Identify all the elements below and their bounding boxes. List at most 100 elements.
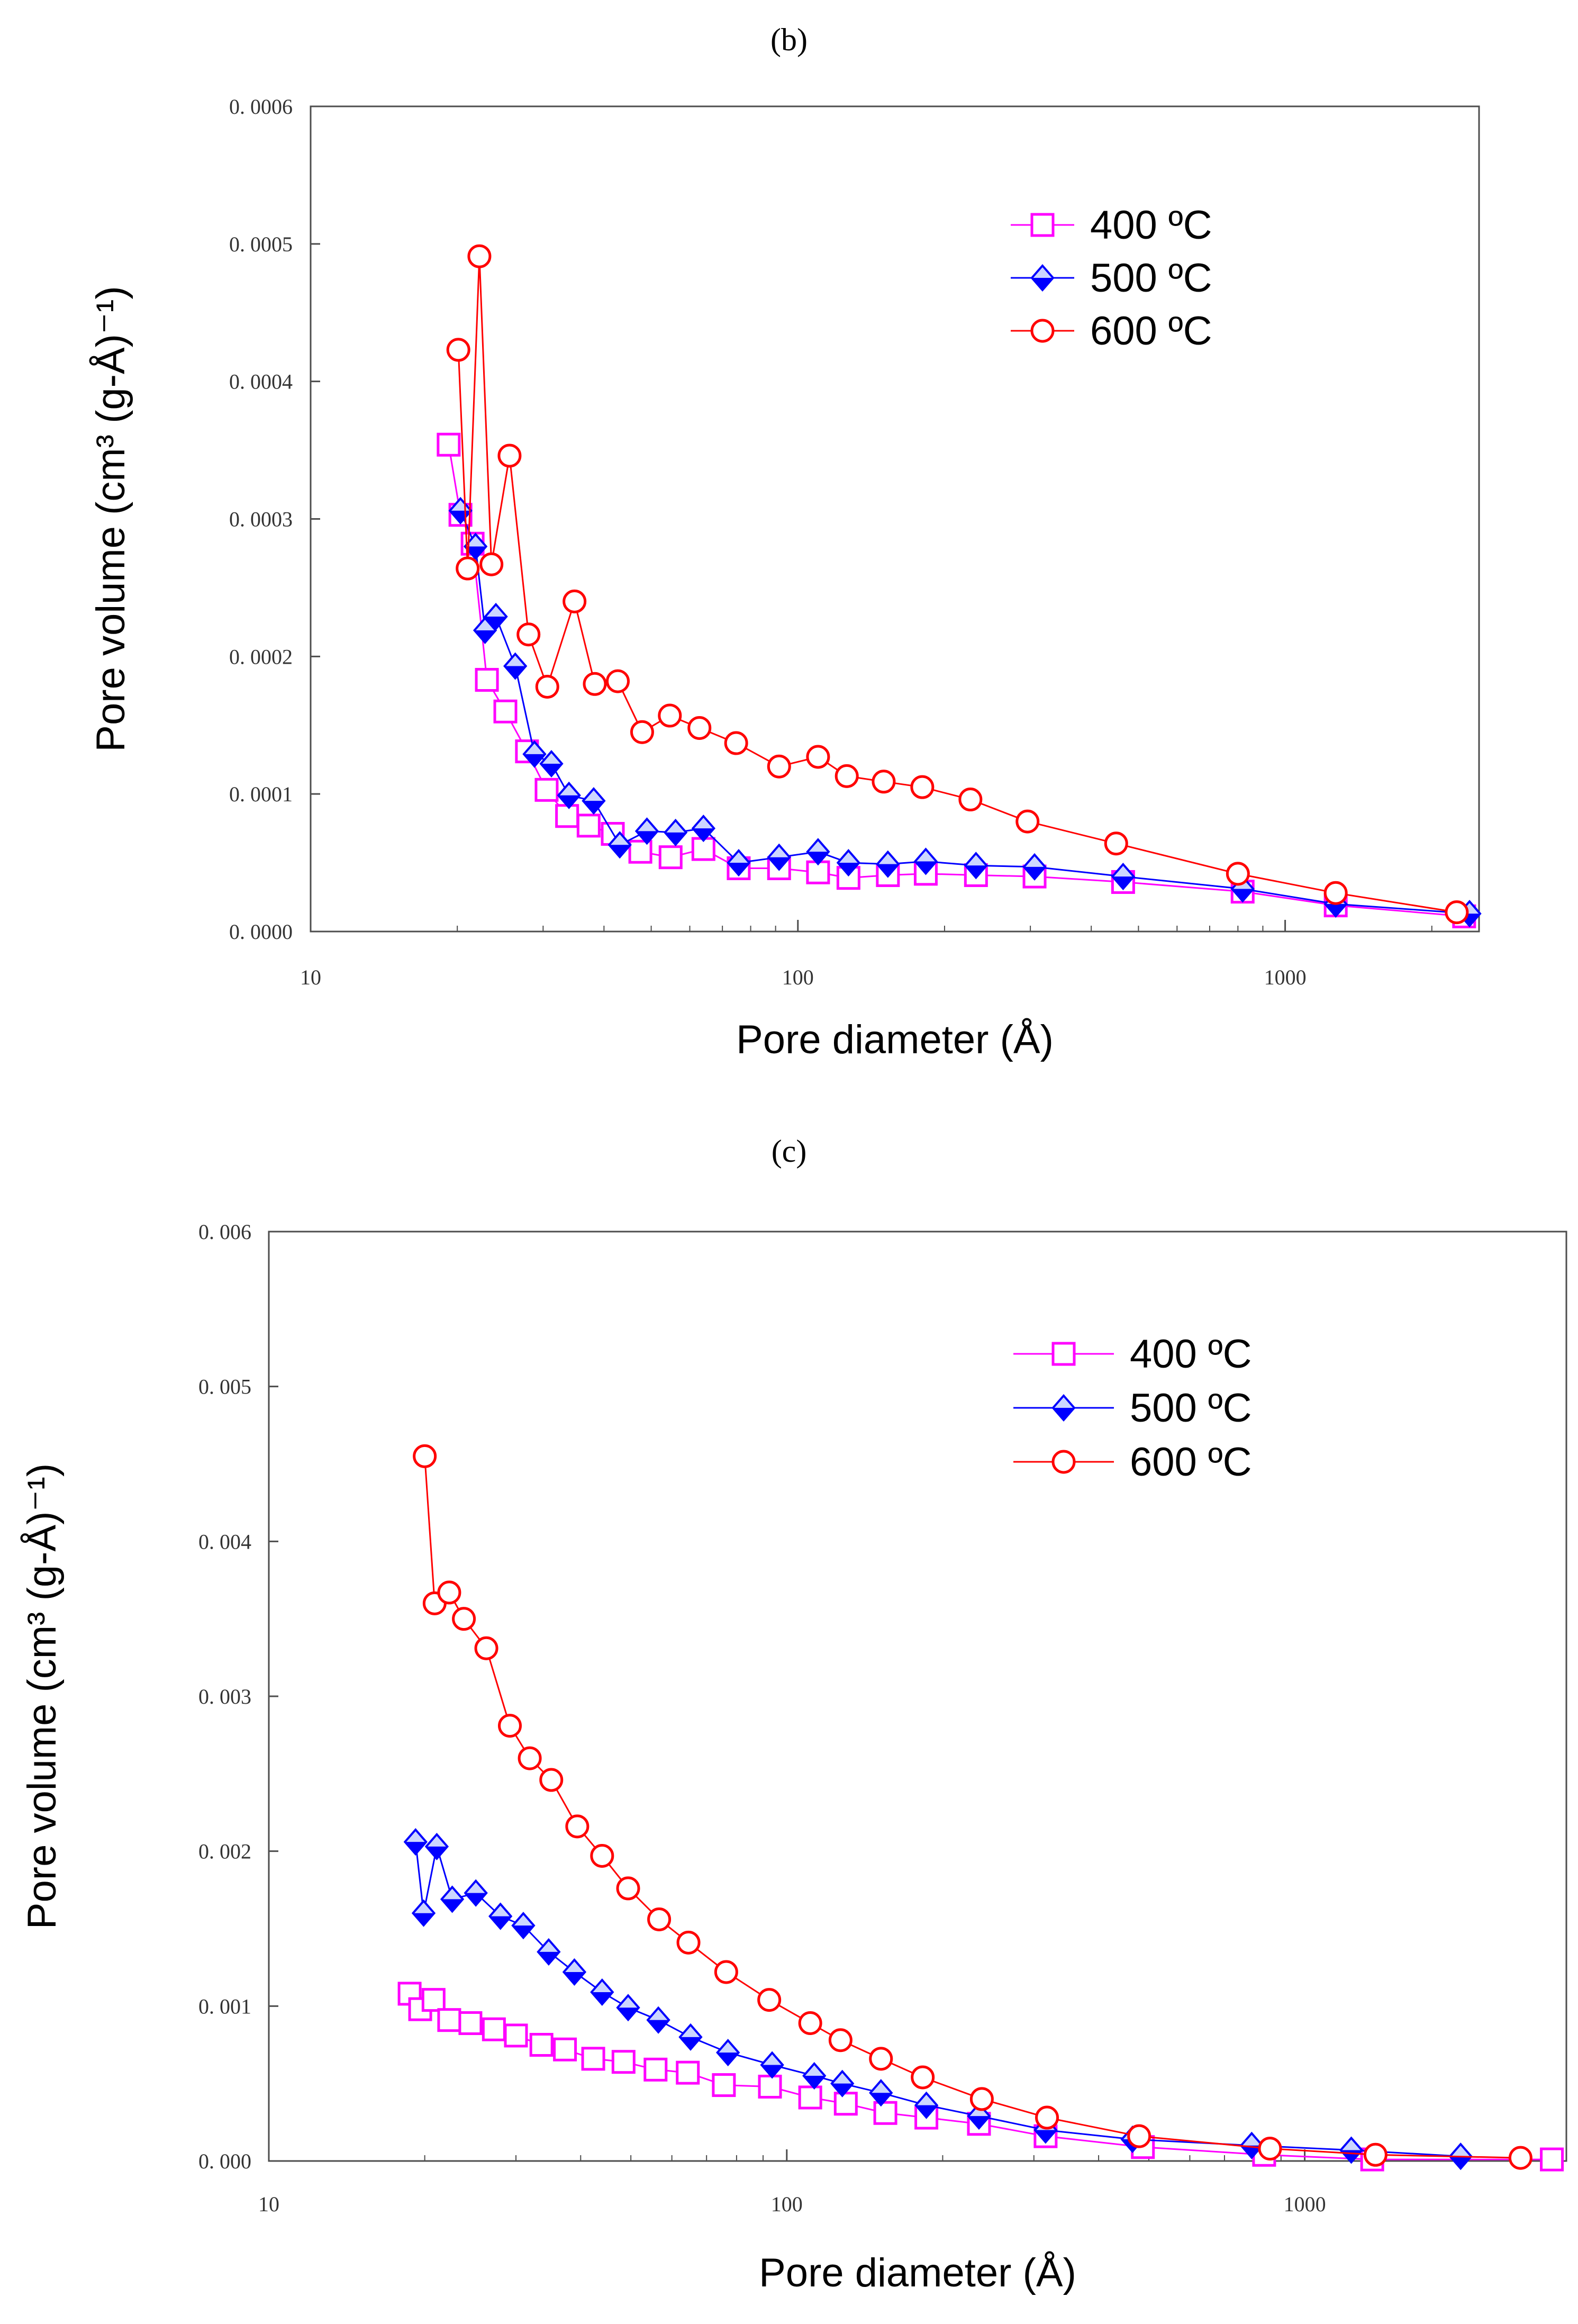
- data-point-600-c: [714, 1960, 738, 1984]
- data-point-500-c: [1022, 853, 1047, 881]
- data-point-600-c: [1445, 900, 1469, 925]
- y-tick-label: 0. 0004: [229, 370, 293, 394]
- x-tick-label: 100: [771, 2192, 803, 2216]
- y-tick-label: 0. 002: [198, 1840, 251, 1864]
- data-point-600-c: [757, 1988, 782, 2012]
- legend-marker: [1051, 1342, 1076, 1366]
- x-tick-label: 1000: [1284, 2192, 1326, 2216]
- legend-item-400-c: 400 ºC: [1013, 1332, 1252, 1377]
- y-tick-label: 0. 004: [198, 1530, 251, 1553]
- data-point-600-c: [869, 2047, 893, 2071]
- data-point-400-c: [628, 839, 652, 864]
- data-point-600-c: [910, 775, 935, 799]
- data-point-500-c: [767, 843, 791, 871]
- data-point-600-c: [437, 1580, 461, 1605]
- data-point-500-c: [539, 749, 564, 778]
- series-500-c: [448, 496, 1482, 928]
- legend: 400 ºC 500 ºC 600 ºC: [1013, 1332, 1252, 1485]
- data-point-500-c: [562, 1958, 587, 1986]
- data-point-500-c: [403, 1828, 428, 1856]
- data-point-600-c: [590, 1843, 614, 1868]
- data-point-600-c: [798, 2011, 822, 2036]
- data-point-400-c: [555, 804, 579, 828]
- data-point-500-c: [802, 2061, 827, 2090]
- data-point-400-c: [437, 2008, 461, 2032]
- data-point-600-c: [958, 788, 983, 812]
- data-point-400-c: [581, 2047, 605, 2071]
- data-point-500-c: [806, 838, 830, 866]
- data-point-500-c: [582, 787, 606, 815]
- data-point-600-c: [1035, 2105, 1059, 2130]
- legend-item-500-c: 500 ºC: [1013, 1386, 1252, 1431]
- data-point-500-c: [607, 831, 632, 859]
- data-point-400-c: [873, 2101, 897, 2125]
- data-point-400-c: [576, 813, 601, 838]
- data-point-400-c: [643, 2057, 668, 2082]
- legend-label: 500 ºC: [1090, 256, 1212, 301]
- legend-label: 400 ºC: [1090, 203, 1212, 248]
- data-point-400-c: [504, 2023, 528, 2048]
- data-point-600-c: [452, 1607, 476, 1631]
- legend-label: 600 ºC: [1090, 309, 1212, 354]
- legend-item-600-c: 600 ºC: [1013, 1440, 1252, 1485]
- y-axis-title: Pore volume (cm³ (g-Å)⁻¹): [20, 1463, 65, 1929]
- y-tick-label: 0. 0006: [229, 95, 293, 119]
- chart-panel-b: (b) 0. 0000 0. 0001 0. 0002 0. 0003 0. 0004 0.…: [88, 22, 1482, 1062]
- data-point-600-c: [497, 444, 522, 468]
- data-point-600-c: [563, 589, 587, 613]
- data-point-400-c: [553, 2037, 577, 2061]
- legend-marker: [1030, 319, 1055, 343]
- series-600-c: [413, 1444, 1532, 2170]
- data-point-600-c: [676, 1930, 701, 1955]
- legend-marker: [1051, 1394, 1076, 1422]
- data-point-400-c: [611, 2050, 636, 2074]
- data-point-500-c: [440, 1885, 465, 1913]
- x-tick-label: 100: [782, 965, 814, 989]
- data-point-400-c: [421, 1988, 446, 2012]
- y-tick-label: 0. 0003: [229, 508, 293, 531]
- data-point-400-c: [482, 2017, 506, 2041]
- data-point-500-c: [727, 849, 751, 877]
- data-point-600-c: [806, 745, 830, 769]
- data-point-600-c: [1363, 2142, 1387, 2167]
- series-400-c: [397, 1982, 1564, 2172]
- data-point-600-c: [1508, 2146, 1532, 2170]
- data-point-400-c: [676, 2060, 700, 2085]
- legend-item-400-c: 400 ºC: [1011, 203, 1212, 248]
- data-point-400-c: [534, 777, 559, 802]
- data-point-500-c: [876, 850, 900, 878]
- data-point-500-c: [678, 2023, 703, 2051]
- data-point-600-c: [467, 244, 492, 268]
- y-tick-label: 0. 0000: [229, 920, 293, 944]
- data-point-600-c: [658, 703, 682, 728]
- data-point-600-c: [828, 2028, 853, 2052]
- data-point-600-c: [413, 1444, 437, 1468]
- data-point-600-c: [539, 1768, 564, 1792]
- y-tick-label: 0. 0002: [229, 645, 293, 668]
- data-point-500-c: [511, 1912, 536, 1940]
- data-point-500-c: [964, 852, 988, 880]
- data-point-500-c: [503, 652, 528, 680]
- data-point-500-c: [663, 818, 688, 846]
- chart-panel-c: (c) 0. 000 0. 001 0. 002 0. 003 0. 004 0. 005 0…: [20, 1134, 1567, 2295]
- data-point-600-c: [446, 338, 470, 362]
- data-point-500-c: [522, 740, 547, 768]
- data-point-600-c: [835, 764, 859, 788]
- data-point-600-c: [1015, 809, 1040, 834]
- legend-label: 500 ºC: [1130, 1386, 1252, 1431]
- data-point-500-c: [913, 847, 938, 875]
- data-point-500-c: [830, 2069, 855, 2097]
- y-axis-title: Pore volume (cm³ (g-Å)⁻¹): [88, 286, 133, 752]
- data-point-500-c: [836, 849, 861, 877]
- y-tick-label: 0. 003: [198, 1685, 251, 1708]
- data-point-400-c: [658, 845, 683, 870]
- data-point-600-c: [498, 1714, 522, 1738]
- series-line-600-c: [457, 256, 1457, 914]
- data-point-400-c: [758, 2075, 782, 2099]
- series-600-c: [446, 244, 1469, 925]
- data-point-400-c: [529, 2033, 554, 2057]
- y-tick-label: 0. 006: [198, 1220, 251, 1244]
- data-point-600-c: [583, 672, 607, 696]
- y-tick-label: 0. 0001: [229, 782, 293, 806]
- data-point-600-c: [565, 1814, 590, 1839]
